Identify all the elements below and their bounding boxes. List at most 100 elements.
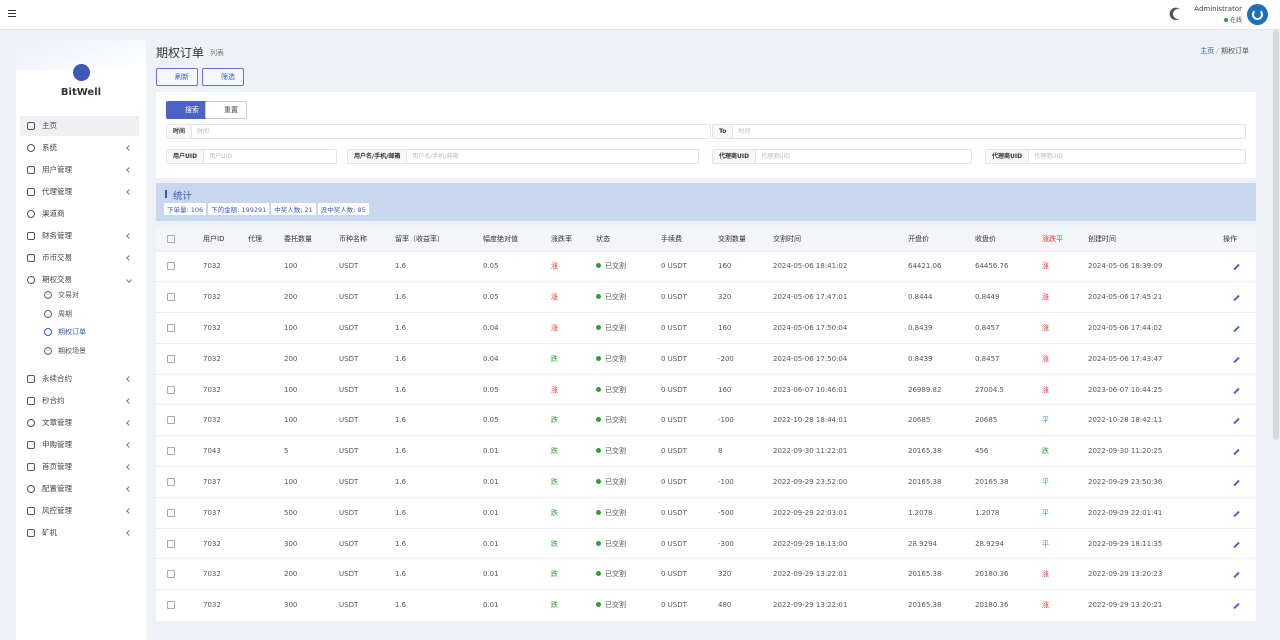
menu-item[interactable]: 文章管理 — [20, 413, 139, 433]
checkbox[interactable] — [167, 508, 175, 517]
checkbox[interactable] — [167, 234, 175, 243]
cell: 100 — [283, 312, 338, 344]
column-header: 手续费 — [660, 227, 717, 251]
crumb-home[interactable]: 主页 — [1200, 47, 1215, 55]
checkbox[interactable] — [167, 447, 175, 456]
menu-item[interactable]: 币币交易 — [20, 248, 139, 268]
status-text: 已交割 — [605, 539, 626, 548]
filter-field[interactable]: To 时间 — [712, 124, 1246, 139]
cell: 跌 — [550, 589, 595, 621]
edit-icon[interactable] — [1233, 325, 1240, 333]
menu-item[interactable]: 代理管理 — [20, 182, 139, 202]
checkbox[interactable] — [167, 539, 175, 548]
reset-button[interactable]: 重置 — [205, 101, 247, 119]
stat-badge: 下的金额: 199291 — [208, 203, 270, 215]
row-select[interactable] — [156, 250, 202, 282]
row-select[interactable] — [156, 527, 202, 559]
submenu-item[interactable]: 周期 — [44, 307, 72, 321]
edit-icon[interactable] — [1233, 572, 1240, 579]
edit-icon[interactable] — [1233, 264, 1240, 271]
edit-icon[interactable] — [1233, 448, 1240, 456]
cell: 涨 — [1041, 250, 1087, 282]
row-select[interactable] — [156, 466, 202, 498]
search-button[interactable]: 搜索 — [166, 101, 208, 119]
menu-item[interactable]: 用户管理 — [20, 160, 139, 180]
cell: 7032 — [202, 527, 247, 559]
menu-label: 文章管理 — [42, 418, 72, 427]
refresh-button[interactable]: 刷新 — [156, 68, 198, 86]
menu-toggle[interactable] — [8, 10, 16, 17]
menu-label: 币币交易 — [42, 253, 72, 262]
menu-item[interactable]: 财务管理 — [20, 226, 139, 246]
checkbox[interactable] — [167, 477, 175, 486]
checkbox[interactable] — [167, 416, 175, 425]
avatar[interactable] — [1247, 4, 1268, 25]
cell: 2022-09-29 13:22:01 — [772, 589, 907, 621]
menu-item[interactable]: 渠道商 — [20, 204, 139, 224]
submenu-item[interactable]: 交易对 — [44, 288, 79, 302]
status-dot — [596, 571, 601, 577]
checkbox[interactable] — [167, 293, 175, 302]
filter-field[interactable]: 时间 时间 — [166, 124, 711, 139]
menu-item[interactable]: 系统 — [20, 138, 139, 158]
menu-label: 首页管理 — [42, 462, 72, 471]
row-select[interactable] — [156, 496, 202, 529]
status-cell: 已交割 — [595, 589, 660, 621]
edit-icon[interactable] — [1233, 479, 1240, 487]
filter-field[interactable]: 代理商UID 代理商UID — [985, 149, 1246, 164]
checkbox[interactable] — [167, 601, 175, 610]
filter-field[interactable]: 用户名/手机/邮箱 用户名/手机/邮箱 — [347, 149, 699, 164]
field-placeholder: 代理商UID — [761, 153, 790, 160]
cell: 2022-09-30 11:22:01 — [772, 435, 907, 467]
checkbox[interactable] — [167, 323, 175, 332]
filter-button[interactable]: 筛选 — [202, 68, 244, 86]
cell: 2024-05-06 17:43:47 — [1087, 342, 1222, 375]
filter-field[interactable]: 用户UID 用户UID — [166, 149, 337, 164]
status-text: 已交割 — [605, 354, 626, 363]
theme-toggle[interactable] — [1171, 7, 1185, 21]
cell: 2022-09-29 13:22:01 — [772, 558, 907, 590]
status-text: 已交割 — [605, 447, 626, 456]
row-select[interactable] — [156, 342, 202, 375]
row-select[interactable] — [156, 558, 202, 590]
cell: 1.2078 — [974, 496, 1041, 529]
cell: 28.9294 — [974, 527, 1041, 559]
checkbox[interactable] — [167, 570, 175, 579]
menu-item[interactable]: 秒合约 — [20, 391, 139, 411]
menu-icon — [27, 210, 35, 218]
menu-item[interactable]: 矿机 — [20, 523, 139, 543]
row-select[interactable] — [156, 435, 202, 467]
filter-field[interactable]: 代理商UID 代理商UID — [712, 149, 972, 164]
row-select[interactable] — [156, 312, 202, 344]
row-select[interactable] — [156, 281, 202, 313]
status-dot — [596, 478, 601, 484]
menu-item[interactable]: 风控管理 — [20, 501, 139, 521]
edit-icon[interactable] — [1233, 295, 1240, 302]
checkbox[interactable] — [167, 385, 175, 394]
table-row: 7032 100 USDT 1.6 0.05 涨已交割 0 USDT 160 2023-06-0… — [156, 373, 1256, 405]
edit-icon[interactable] — [1233, 541, 1240, 548]
submenu-item[interactable]: 期权场景 — [44, 344, 86, 358]
menu-item[interactable]: 主页 — [20, 116, 139, 136]
menu-chevron — [126, 277, 132, 283]
menu-item[interactable]: 申购管理 — [20, 435, 139, 455]
row-select[interactable] — [156, 404, 202, 436]
menu-item[interactable]: 期权交易 — [20, 270, 139, 290]
menu-label: 用户管理 — [42, 165, 72, 174]
row-select[interactable] — [156, 589, 202, 621]
edit-icon[interactable] — [1233, 356, 1240, 363]
menu-item[interactable]: 配置管理 — [20, 479, 139, 499]
edit-icon[interactable] — [1233, 603, 1240, 610]
checkbox[interactable] — [167, 262, 175, 271]
cell: 0.8449 — [974, 281, 1041, 313]
row-select[interactable] — [156, 373, 202, 405]
menu-label: 主页 — [42, 121, 57, 130]
checkbox[interactable] — [167, 354, 175, 363]
menu-item[interactable]: 永续合约 — [20, 369, 139, 389]
edit-icon[interactable] — [1233, 510, 1240, 517]
menu-item[interactable]: 首页管理 — [20, 457, 139, 477]
edit-icon[interactable] — [1233, 418, 1240, 425]
select-all[interactable] — [156, 227, 202, 251]
submenu-item[interactable]: 期权订单 — [44, 325, 86, 339]
edit-icon[interactable] — [1233, 387, 1240, 394]
